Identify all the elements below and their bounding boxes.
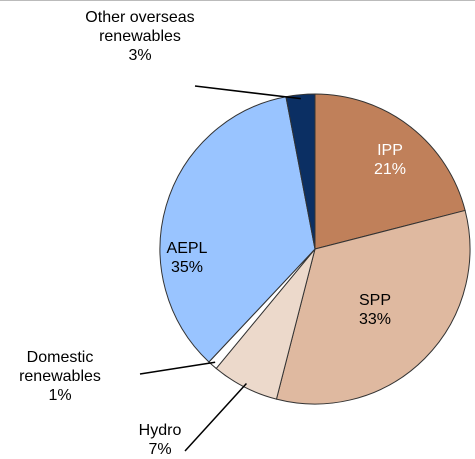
- slice-label: Hydro: [138, 422, 182, 439]
- slice-value-label: 35%: [170, 259, 204, 276]
- slice-label: Other overseas renewables: [85, 9, 195, 45]
- slice-label: AEPL: [166, 240, 208, 257]
- pie-slice: [275, 209, 471, 405]
- slice-value-label: 21%: [373, 161, 407, 178]
- leader-line: [139, 361, 216, 375]
- slice-value-label: 7%: [148, 441, 172, 458]
- slice-label: Domestic renewables: [19, 349, 101, 385]
- pie-slice: [314, 93, 466, 250]
- slice-value-label: 33%: [358, 311, 392, 328]
- leader-line: [184, 383, 248, 452]
- pie-slice: [159, 96, 316, 363]
- leader-line: [194, 85, 301, 100]
- slice-label: IPP: [377, 142, 403, 159]
- slice-value-label: 1%: [48, 387, 72, 404]
- slice-label: SPP: [358, 292, 391, 309]
- slice-value-label: 3%: [128, 47, 152, 64]
